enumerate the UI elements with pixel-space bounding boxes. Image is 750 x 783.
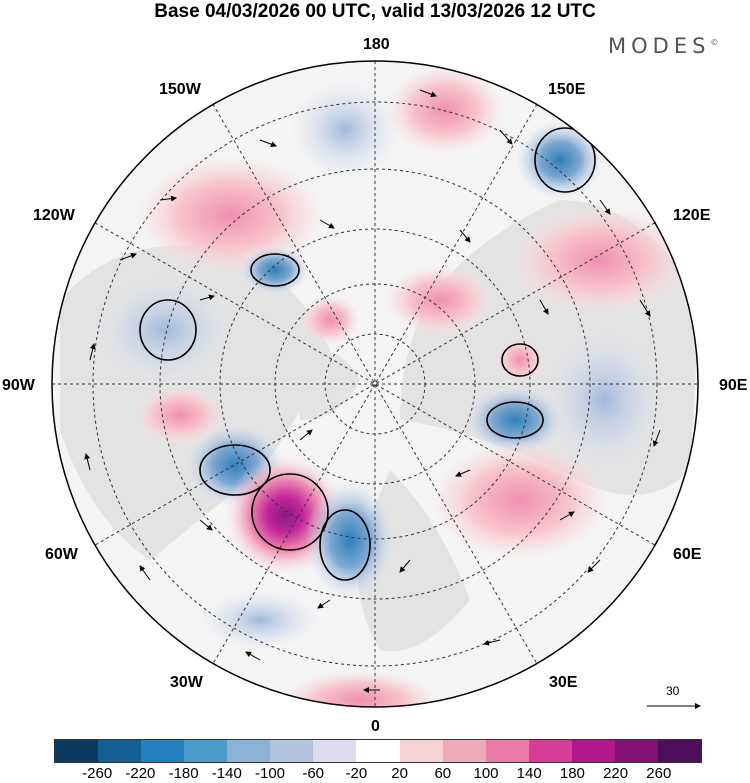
polar-map xyxy=(51,60,701,709)
lon-label-180: 180 xyxy=(363,36,390,53)
lon-label-120w: 120W xyxy=(33,207,75,224)
colorbar-swatch xyxy=(356,740,400,762)
colorbar-tick-label: 100 xyxy=(473,765,499,782)
colorbar-swatch xyxy=(270,740,314,762)
colorbar-swatch xyxy=(657,740,701,762)
colorbar-ticks: -260 -220 -180 -140 -100 -60 -20 20 60 100 140 180 2… xyxy=(54,765,702,783)
colorbar-tick-label: -220 xyxy=(125,765,156,782)
lon-label-0: 0 xyxy=(371,718,380,735)
colorbar-swatch xyxy=(313,740,357,762)
colorbar-swatch xyxy=(442,740,486,762)
colorbar-tick-label: -180 xyxy=(168,765,199,782)
lon-label-150w: 150W xyxy=(159,81,201,98)
lon-label-150e: 150E xyxy=(548,81,586,98)
lon-label-30e: 30E xyxy=(549,674,578,691)
map-title: Base 04/03/2026 00 UTC, valid 13/03/2026… xyxy=(154,1,596,22)
lon-label-30w: 30W xyxy=(170,674,203,691)
colorbar-swatch xyxy=(184,740,228,762)
colorbar-tick-label: 60 xyxy=(434,765,452,782)
map-disk xyxy=(52,61,698,707)
contours xyxy=(139,127,596,581)
lon-label-90w: 90W xyxy=(2,377,35,394)
colorbar-swatch xyxy=(227,740,271,762)
lon-label-120e: 120E xyxy=(673,207,711,224)
colorbar xyxy=(54,739,702,763)
graticule xyxy=(52,61,698,707)
colorbar-tick-label: 180 xyxy=(559,765,585,782)
lon-label-90e: 90E xyxy=(719,377,748,394)
colorbar-swatch xyxy=(141,740,185,762)
lon-label-60w: 60W xyxy=(45,546,78,563)
colorbar-tick-label: -140 xyxy=(211,765,242,782)
colorbar-swatch xyxy=(399,740,443,762)
colorbar-swatch xyxy=(571,740,615,762)
lon-label-60e: 60E xyxy=(673,546,702,563)
colorbar-swatch xyxy=(614,740,658,762)
vector-scale-label: 30 xyxy=(666,684,680,698)
modes-logo: MODES© xyxy=(608,34,719,58)
colorbar-tick-label: 140 xyxy=(516,765,542,782)
colorbar-swatch xyxy=(528,740,572,762)
colorbar-tick-label: 20 xyxy=(391,765,408,782)
colorbar-swatch xyxy=(55,740,99,762)
wind-vectors xyxy=(84,89,661,693)
colorbar-tick-label: 260 xyxy=(646,765,672,782)
colorbar-tick-label: 220 xyxy=(603,765,629,782)
colorbar-swatch xyxy=(98,740,142,762)
colorbar-tick-label: -60 xyxy=(302,765,325,782)
colorbar-swatch xyxy=(485,740,529,762)
map-boundary xyxy=(51,60,699,708)
colorbar-tick-label: -20 xyxy=(345,765,368,782)
colorbar-tick-label: -100 xyxy=(254,765,286,782)
colorbar-tick-label: -260 xyxy=(82,765,113,782)
